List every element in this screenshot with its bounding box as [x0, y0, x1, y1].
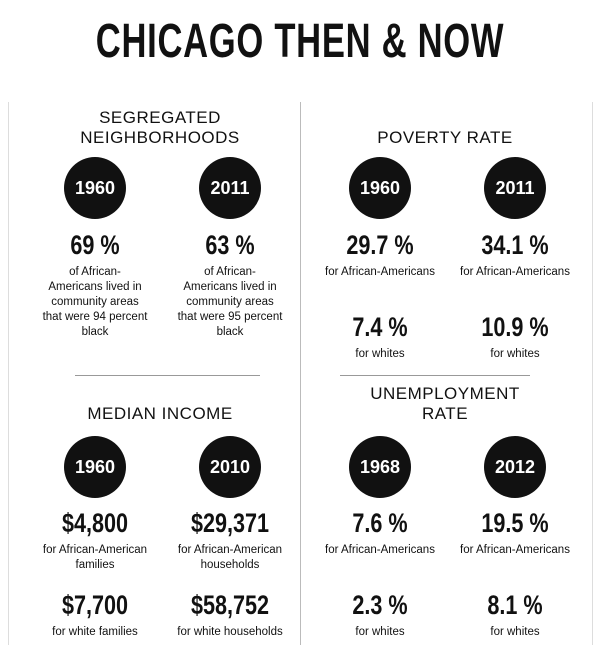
panel-title: UNEMPLOYMENT RATE	[370, 384, 520, 423]
stat-label: for African-American families	[42, 544, 148, 571]
stat-label: for whites	[355, 626, 405, 638]
stat-label: for African-Americans	[460, 266, 570, 278]
year-badge: 2011	[199, 157, 261, 219]
divider	[75, 375, 260, 376]
stat-value: $29,371	[190, 508, 270, 538]
year-badge: 1960	[64, 157, 126, 219]
panel-title: SEGREGATED NEIGHBORHOODS	[80, 108, 240, 147]
stat-label: for whites	[490, 348, 540, 360]
stat-value: 63 %	[205, 230, 255, 260]
stat-value: 10.9 %	[481, 312, 549, 342]
year-badge: 2012	[484, 436, 546, 498]
border	[592, 102, 593, 645]
stat-value: 7.6 %	[352, 508, 408, 538]
stat-value: 29.7 %	[346, 230, 414, 260]
stat-value: 19.5 %	[481, 508, 549, 538]
stat-label: for white families	[52, 626, 138, 638]
stat-label: for African-Americans	[460, 544, 570, 556]
stat-label: of African-Americans lived in community …	[42, 266, 148, 338]
stat-value: 8.1 %	[487, 590, 543, 620]
stat-label: for African-Americans	[325, 544, 435, 556]
year-badge: 2010	[199, 436, 261, 498]
stat-value: 7.4 %	[352, 312, 408, 342]
stat-label: for whites	[490, 626, 540, 638]
stat-label: for whites	[355, 348, 405, 360]
stat-value: 34.1 %	[481, 230, 549, 260]
year-badge: 2011	[484, 157, 546, 219]
stat-value: $4,800	[61, 508, 129, 538]
stat-value: 2.3 %	[352, 590, 408, 620]
stat-label: for African-American households	[177, 544, 283, 571]
stat-label: for African-Americans	[325, 266, 435, 278]
panel-title: POVERTY RATE	[377, 128, 513, 147]
year-badge: 1968	[349, 436, 411, 498]
year-badge: 1960	[349, 157, 411, 219]
panel-title: MEDIAN INCOME	[87, 404, 233, 423]
divider	[300, 102, 301, 645]
divider	[340, 375, 530, 376]
page-title: CHICAGO THEN & NOW	[95, 15, 505, 68]
stat-label: of African-Americans lived in community …	[177, 266, 283, 338]
stat-value: 69 %	[70, 230, 120, 260]
stat-label: for white households	[177, 626, 283, 638]
stat-value: $7,700	[61, 590, 129, 620]
stat-value: $58,752	[190, 590, 270, 620]
border	[8, 102, 9, 645]
year-badge: 1960	[64, 436, 126, 498]
